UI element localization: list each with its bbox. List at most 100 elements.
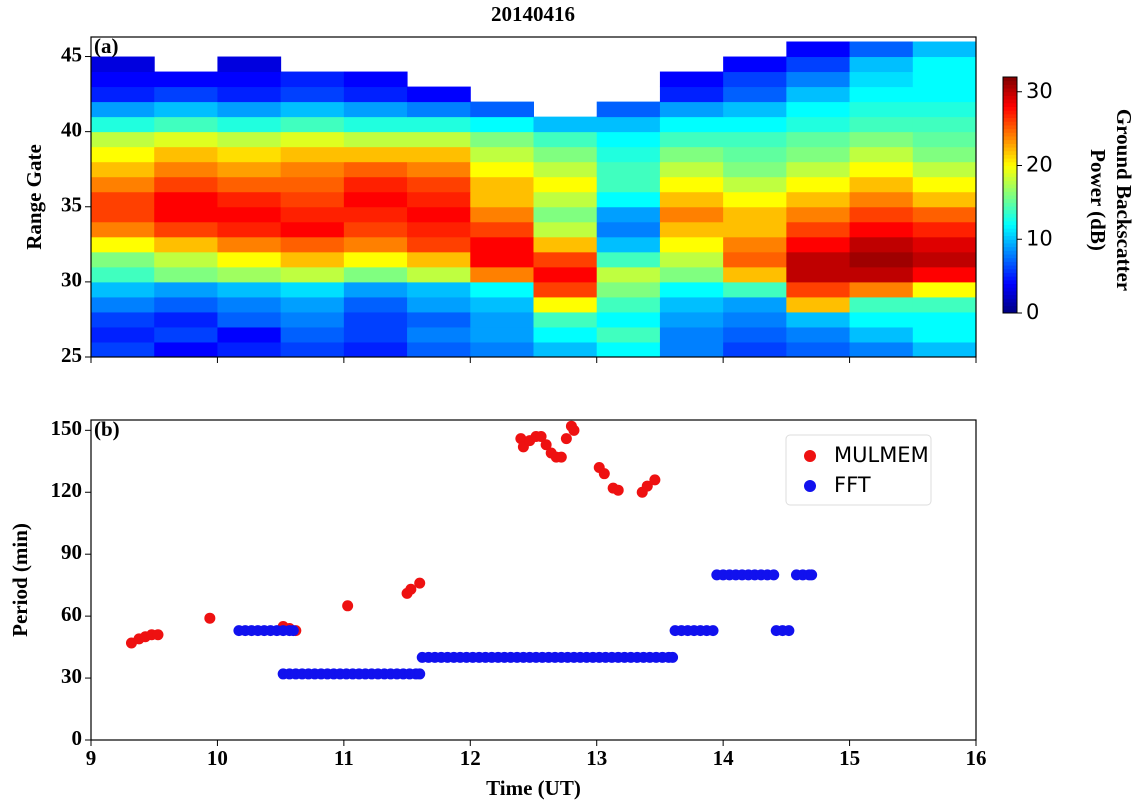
heat-cell bbox=[470, 176, 534, 193]
heat-cell bbox=[343, 221, 408, 238]
colorbar-step bbox=[1003, 231, 1017, 237]
heat-cell bbox=[280, 146, 345, 163]
panel-label: (a) bbox=[94, 34, 119, 58]
heat-cell bbox=[407, 281, 471, 298]
heat-cell bbox=[659, 236, 724, 253]
heat-cell bbox=[786, 191, 851, 208]
heat-cell bbox=[533, 131, 598, 148]
heat-cell bbox=[533, 326, 598, 343]
heat-cell bbox=[343, 146, 408, 163]
colorbar-step bbox=[1003, 265, 1017, 270]
colorbar-step bbox=[1003, 206, 1017, 211]
heat-cell bbox=[280, 341, 345, 358]
heat-cell bbox=[596, 326, 661, 343]
heat-cell bbox=[343, 206, 408, 223]
heat-cell bbox=[343, 251, 408, 268]
colorbar-step bbox=[1003, 139, 1017, 144]
y-tick-label: 0 bbox=[72, 726, 83, 750]
colorbar-step bbox=[1003, 298, 1017, 303]
colorbar-step bbox=[1003, 150, 1017, 155]
colorbar-step bbox=[1003, 272, 1017, 277]
heat-cell bbox=[154, 326, 218, 343]
colorbar-step bbox=[1003, 117, 1017, 122]
heat-cell bbox=[91, 116, 155, 133]
heat-cell bbox=[154, 251, 218, 268]
colorbar-step bbox=[1003, 165, 1017, 170]
heat-cell bbox=[786, 341, 851, 358]
heat-cell bbox=[849, 176, 914, 193]
heat-cell bbox=[786, 56, 851, 73]
scatter-point bbox=[555, 451, 567, 463]
colorbar-step bbox=[1003, 128, 1017, 133]
heat-cell bbox=[407, 86, 471, 103]
heat-cell bbox=[849, 116, 914, 133]
colorbar-step bbox=[1003, 102, 1017, 107]
heat-cell bbox=[343, 281, 408, 298]
heat-cell bbox=[596, 266, 661, 283]
scatter-point bbox=[641, 480, 653, 492]
heat-cell bbox=[596, 206, 661, 223]
heat-cell bbox=[723, 146, 787, 163]
heat-cell bbox=[723, 281, 787, 298]
heat-cell bbox=[912, 131, 977, 148]
heat-cell bbox=[533, 251, 598, 268]
heat-cell bbox=[91, 86, 155, 103]
colorbar-step bbox=[1003, 261, 1017, 266]
colorbar-step bbox=[1003, 290, 1017, 296]
heat-cell bbox=[786, 311, 851, 328]
heat-cell bbox=[217, 236, 282, 253]
heat-cell bbox=[723, 71, 787, 88]
heat-cell bbox=[280, 116, 345, 133]
heat-cell bbox=[154, 311, 218, 328]
heat-cell bbox=[91, 71, 155, 88]
heat-cell bbox=[659, 221, 724, 238]
heat-cell bbox=[723, 236, 787, 253]
colorbar-tick-label: 0 bbox=[1026, 300, 1039, 324]
heat-cell bbox=[280, 311, 345, 328]
heat-cell bbox=[786, 86, 851, 103]
colorbar-step bbox=[1003, 172, 1017, 178]
legend-marker bbox=[804, 450, 816, 462]
colorbar-tick-label: 10 bbox=[1026, 226, 1053, 250]
heat-cell bbox=[659, 71, 724, 88]
heat-cell bbox=[470, 236, 534, 253]
heat-cell bbox=[912, 326, 977, 343]
heat-cell bbox=[849, 101, 914, 118]
heat-cell bbox=[154, 266, 218, 283]
heat-cell bbox=[280, 266, 345, 283]
heat-cell bbox=[533, 311, 598, 328]
heat-cell bbox=[596, 146, 661, 163]
x-tick-label: 12 bbox=[460, 746, 481, 770]
scatter-point bbox=[287, 625, 299, 637]
colorbar-step bbox=[1003, 136, 1017, 141]
heat-cell bbox=[91, 101, 155, 118]
colorbar-step bbox=[1003, 239, 1017, 244]
heat-cell bbox=[407, 341, 471, 358]
colorbar-step bbox=[1003, 77, 1017, 82]
heat-cell bbox=[596, 296, 661, 313]
heat-cell bbox=[217, 161, 282, 178]
colorbar-step bbox=[1003, 113, 1017, 119]
heat-cell bbox=[786, 146, 851, 163]
heat-cell bbox=[659, 206, 724, 223]
colorbar-step bbox=[1003, 242, 1017, 248]
heat-cell bbox=[659, 131, 724, 148]
heat-cell bbox=[280, 191, 345, 208]
colorbar-step bbox=[1003, 84, 1017, 89]
colorbar-step bbox=[1003, 106, 1017, 111]
heat-cell bbox=[912, 236, 977, 253]
heat-cell bbox=[343, 326, 408, 343]
heat-cell bbox=[596, 131, 661, 148]
colorbar-step bbox=[1003, 121, 1017, 126]
heat-cell bbox=[470, 161, 534, 178]
heat-cell bbox=[280, 101, 345, 118]
colorbar-step bbox=[1003, 305, 1017, 310]
colorbar-tick-label: 20 bbox=[1026, 153, 1053, 177]
colorbar-step bbox=[1003, 99, 1017, 104]
heat-cell bbox=[596, 251, 661, 268]
legend-label: FFT bbox=[834, 473, 871, 497]
heat-cell bbox=[659, 191, 724, 208]
heat-cell bbox=[659, 86, 724, 103]
heat-cell bbox=[407, 311, 471, 328]
colorbar-step bbox=[1003, 195, 1017, 200]
